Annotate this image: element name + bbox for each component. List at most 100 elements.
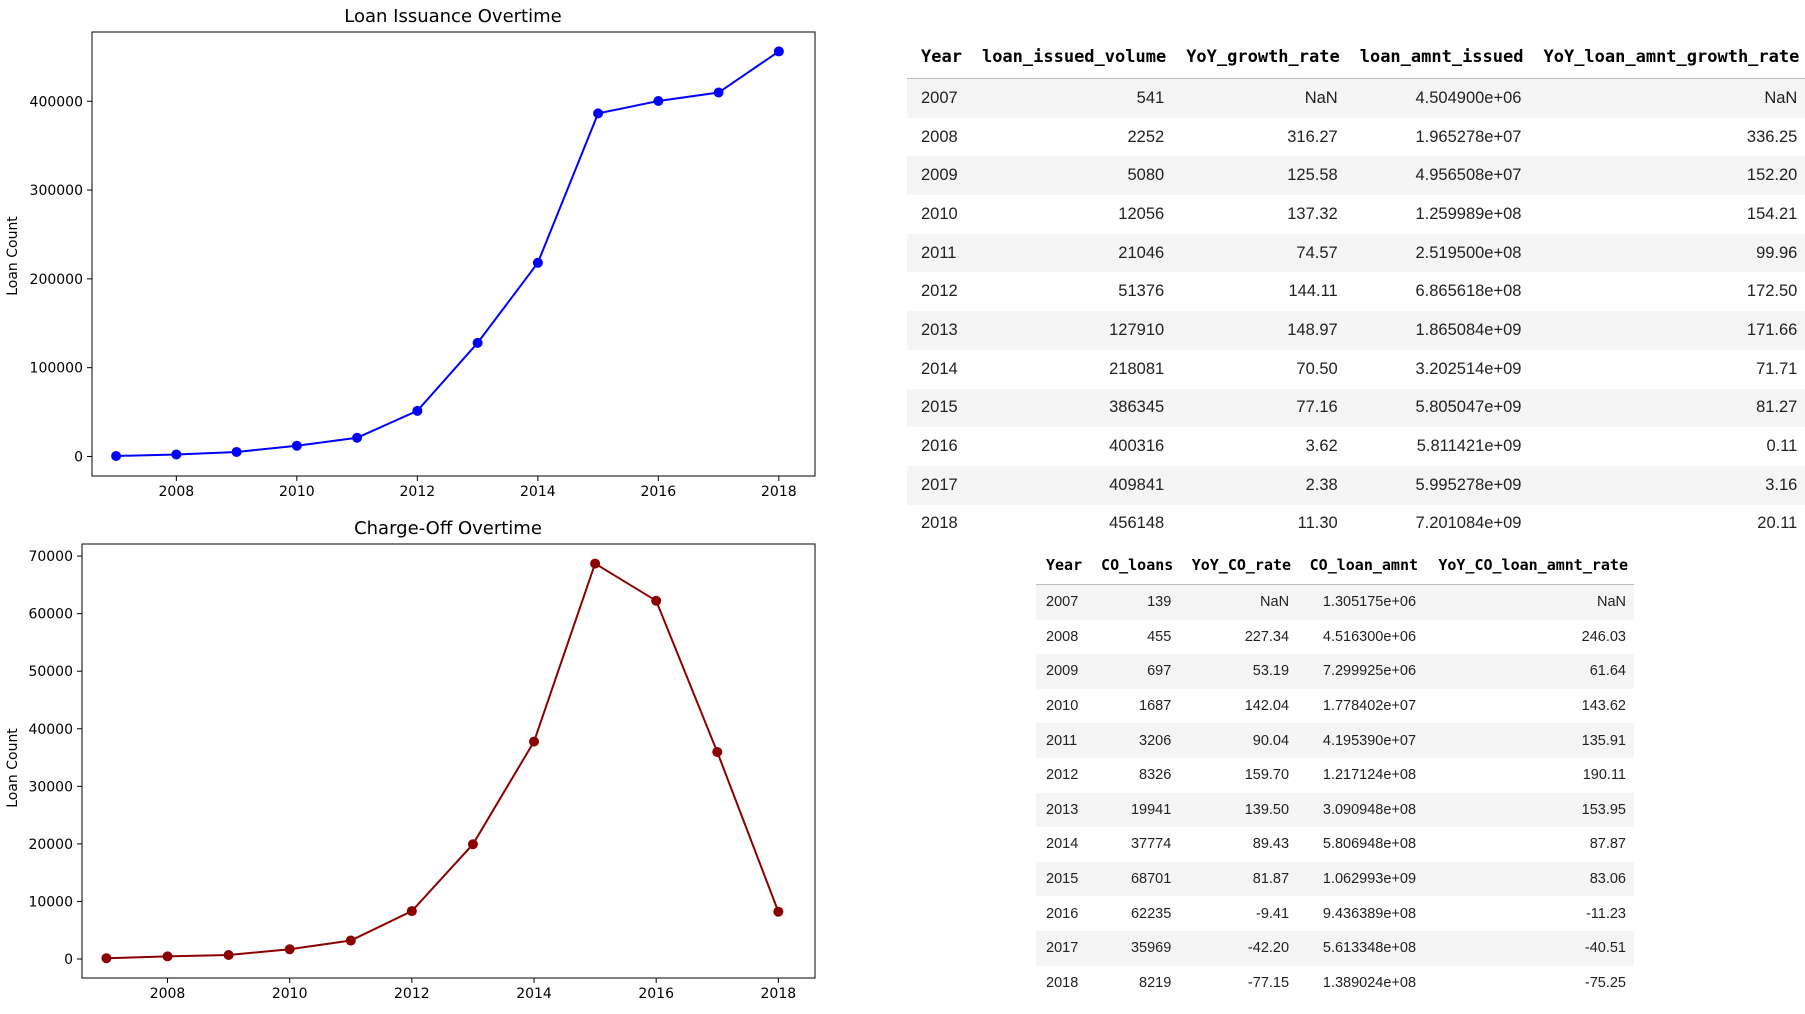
column-header-loan-issued-volume: loan_issued_volume (967, 42, 1173, 79)
data-point (406, 906, 417, 917)
table-cell: 135.91 (1424, 723, 1634, 758)
data-point (712, 746, 723, 757)
table-cell: 74.57 (1172, 233, 1346, 273)
table-row: 2017 35969 -42.20 5.613348e+08 -40.51 (1036, 930, 1634, 966)
table-row: 2008 2252 316.27 1.965278e+07 336.25 (907, 118, 1805, 157)
table-cell: 2013 (907, 311, 968, 350)
x-tick-label: 2014 (516, 986, 552, 1002)
charge-off-table: Year CO_loans YoY_CO_rate CO_loan_amnt Y… (1036, 551, 1634, 1000)
column-header-year: Year (907, 42, 968, 79)
table-cell: -40.51 (1424, 930, 1634, 966)
table-cell: 99.96 (1529, 233, 1805, 273)
data-point (773, 906, 784, 917)
plot-frame (81, 543, 816, 979)
table-row: 2010 1687 142.04 1.778402e+07 143.62 (1036, 689, 1634, 724)
table-cell: 8219 (1139, 974, 1172, 991)
table-cell: 53.19 (1179, 654, 1298, 689)
table-cell: 2012 (1046, 767, 1079, 784)
table-cell: 2014 (1046, 836, 1079, 853)
table-cell: 4.504900e+06 (1345, 78, 1530, 118)
table-cell: 456148 (1109, 514, 1165, 533)
table-cell: 5080 (967, 156, 1173, 196)
data-point (593, 108, 604, 119)
table-cell: 386345 (967, 388, 1173, 428)
data-point (111, 450, 122, 461)
plot-area: 2008 2010 2012 2014 2016 2018 0 100000 200000 300… (30, 46, 797, 500)
table-cell: 77.16 (1172, 388, 1346, 428)
y-tick-label: 30000 (28, 779, 73, 795)
table-cell: 2007 (1036, 584, 1090, 620)
data-point (412, 405, 423, 416)
table-cell: 336.25 (1746, 127, 1798, 146)
table-cell: NaN (1172, 78, 1346, 118)
data-point (171, 449, 182, 460)
table-cell: 2013 (1036, 792, 1090, 828)
table-cell: -42.20 (1179, 930, 1298, 966)
data-point (529, 736, 540, 747)
table-cell: 21046 (967, 233, 1173, 273)
table-row: 2010 12056 137.32 1.259989e+08 154.21 (907, 195, 1805, 234)
table-cell: 2017 (1036, 930, 1090, 966)
table-cell: 4.516300e+06 (1322, 628, 1417, 645)
column-header-year: Year (1036, 551, 1090, 585)
table-cell: 2011 (907, 233, 968, 273)
table-cell: 83.06 (1424, 861, 1634, 897)
table-cell: 409841 (967, 465, 1173, 505)
table-cell: 1.965278e+07 (1415, 127, 1522, 146)
table-cell: 19941 (1089, 792, 1180, 828)
x-tick-label: 2018 (761, 484, 797, 500)
table-cell: 2007 (907, 78, 968, 118)
column-header-co-loan-amnt: CO_loan_amnt (1297, 551, 1425, 585)
table-cell: 246.03 (1581, 628, 1626, 645)
table-header-row: Year CO_loans YoY_CO_rate CO_loan_amnt Y… (1036, 551, 1634, 585)
table-cell: 7.299925e+06 (1297, 654, 1425, 689)
table-cell: 227.34 (1244, 628, 1290, 645)
x-tick-label: 2012 (394, 986, 430, 1002)
column-header-yoy-growth-rate: YoY_growth_rate (1172, 42, 1346, 79)
table-row: 2009 697 53.19 7.299925e+06 61.64 (1036, 654, 1634, 689)
table-row: 2016 400316 3.62 5.811421e+09 0.11 (907, 427, 1805, 466)
table-cell: -11.23 (1585, 905, 1626, 922)
table-cell: 143.62 (1581, 698, 1626, 715)
table-cell: 152.20 (1529, 156, 1805, 196)
table-cell: 144.11 (1288, 282, 1338, 301)
table-cell: 171.66 (1529, 311, 1805, 350)
data-point (773, 46, 784, 57)
table-cell: 218081 (1109, 359, 1165, 378)
table-cell: 89.43 (1252, 836, 1290, 853)
table-row: 2018 8219 -77.15 1.389024e+08 -75.25 (1036, 966, 1634, 1001)
table-cell: 1.259989e+08 (1415, 204, 1522, 223)
table-cell: 4.956508e+07 (1345, 156, 1530, 196)
table-row: 2007 139 NaN 1.305175e+06 NaN (1036, 584, 1634, 620)
table-cell: 2011 (1036, 723, 1090, 758)
table-cell: 1.778402e+07 (1322, 698, 1417, 715)
table-cell: 2.38 (1172, 465, 1346, 505)
table-cell: 5.806948e+08 (1322, 836, 1417, 853)
data-point (284, 944, 295, 955)
chart-title: Charge-Off Overtime (354, 518, 542, 539)
table-cell: -9.41 (1255, 905, 1290, 922)
table-row: 2014 218081 70.50 3.202514e+09 71.71 (907, 350, 1805, 389)
loan-issuance-table: Year loan_issued_volume YoY_growth_rate … (907, 42, 1805, 543)
table-cell: 5.805047e+09 (1345, 388, 1530, 428)
table-cell: 3206 (1089, 723, 1180, 758)
y-tick-label: 0 (64, 952, 73, 968)
table-cell: 1.217124e+08 (1322, 767, 1417, 784)
table-cell: 61.64 (1424, 654, 1634, 689)
table-row: 2007 541 NaN 4.504900e+06 NaN (907, 78, 1805, 118)
table-cell: 139.50 (1179, 792, 1298, 828)
plot-area: 2008 2010 2012 2014 2016 2018 0 10000 20000 30000… (28, 549, 796, 1002)
table-cell: 400316 (1109, 437, 1165, 456)
data-point (467, 839, 478, 850)
data-point (590, 558, 601, 569)
table-cell: 2008 (1046, 628, 1079, 645)
column-header-loan-amnt-issued: loan_amnt_issued (1345, 42, 1530, 79)
table-cell: NaN (1529, 78, 1805, 118)
table-cell: 1.865084e+09 (1345, 311, 1530, 350)
y-tick-label: 20000 (28, 837, 73, 853)
table-cell: 316.27 (1287, 127, 1338, 146)
table-row: 2017 409841 2.38 5.995278e+09 3.16 (907, 465, 1805, 505)
x-tick-label: 2008 (150, 986, 186, 1002)
table-cell: 51376 (1118, 282, 1165, 301)
y-tick-label: 0 (74, 449, 83, 465)
